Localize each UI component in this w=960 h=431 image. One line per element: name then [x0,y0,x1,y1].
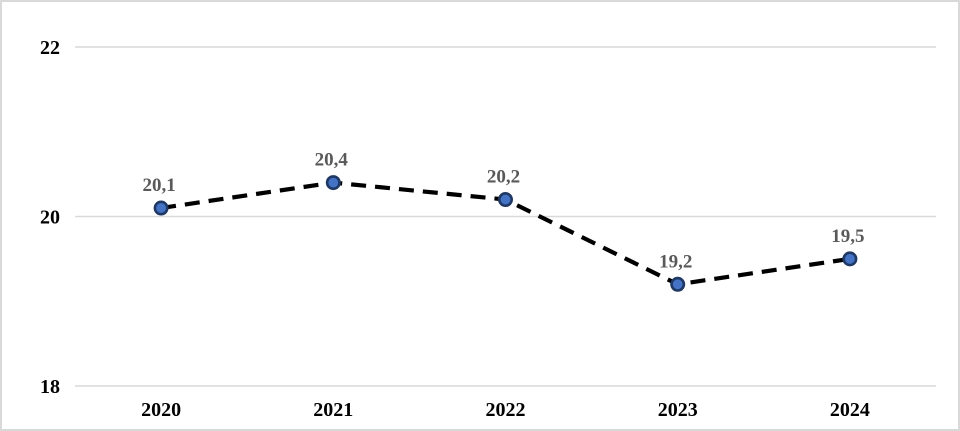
data-point-label: 20,1 [142,175,175,196]
data-point-marker [670,276,686,292]
y-axis-tick-label: 22 [40,37,60,59]
x-axis-tick-label: 2020 [141,399,181,421]
x-axis-tick-label: 2021 [313,399,353,421]
data-point-label: 20,2 [487,167,520,188]
data-point-marker [325,175,341,191]
x-axis-tick-label: 2024 [830,399,870,421]
data-point-label: 19,2 [659,251,692,272]
x-axis-tick-label: 2023 [658,399,698,421]
y-axis-tick-label: 20 [40,207,60,229]
data-point-label: 19,5 [831,226,864,247]
data-point-marker [842,251,858,267]
x-axis-tick-label: 2022 [486,399,526,421]
data-point-marker [497,192,513,208]
data-point-marker [153,200,169,216]
y-axis-tick-label: 18 [40,376,60,398]
data-point-label: 20,4 [315,150,349,171]
